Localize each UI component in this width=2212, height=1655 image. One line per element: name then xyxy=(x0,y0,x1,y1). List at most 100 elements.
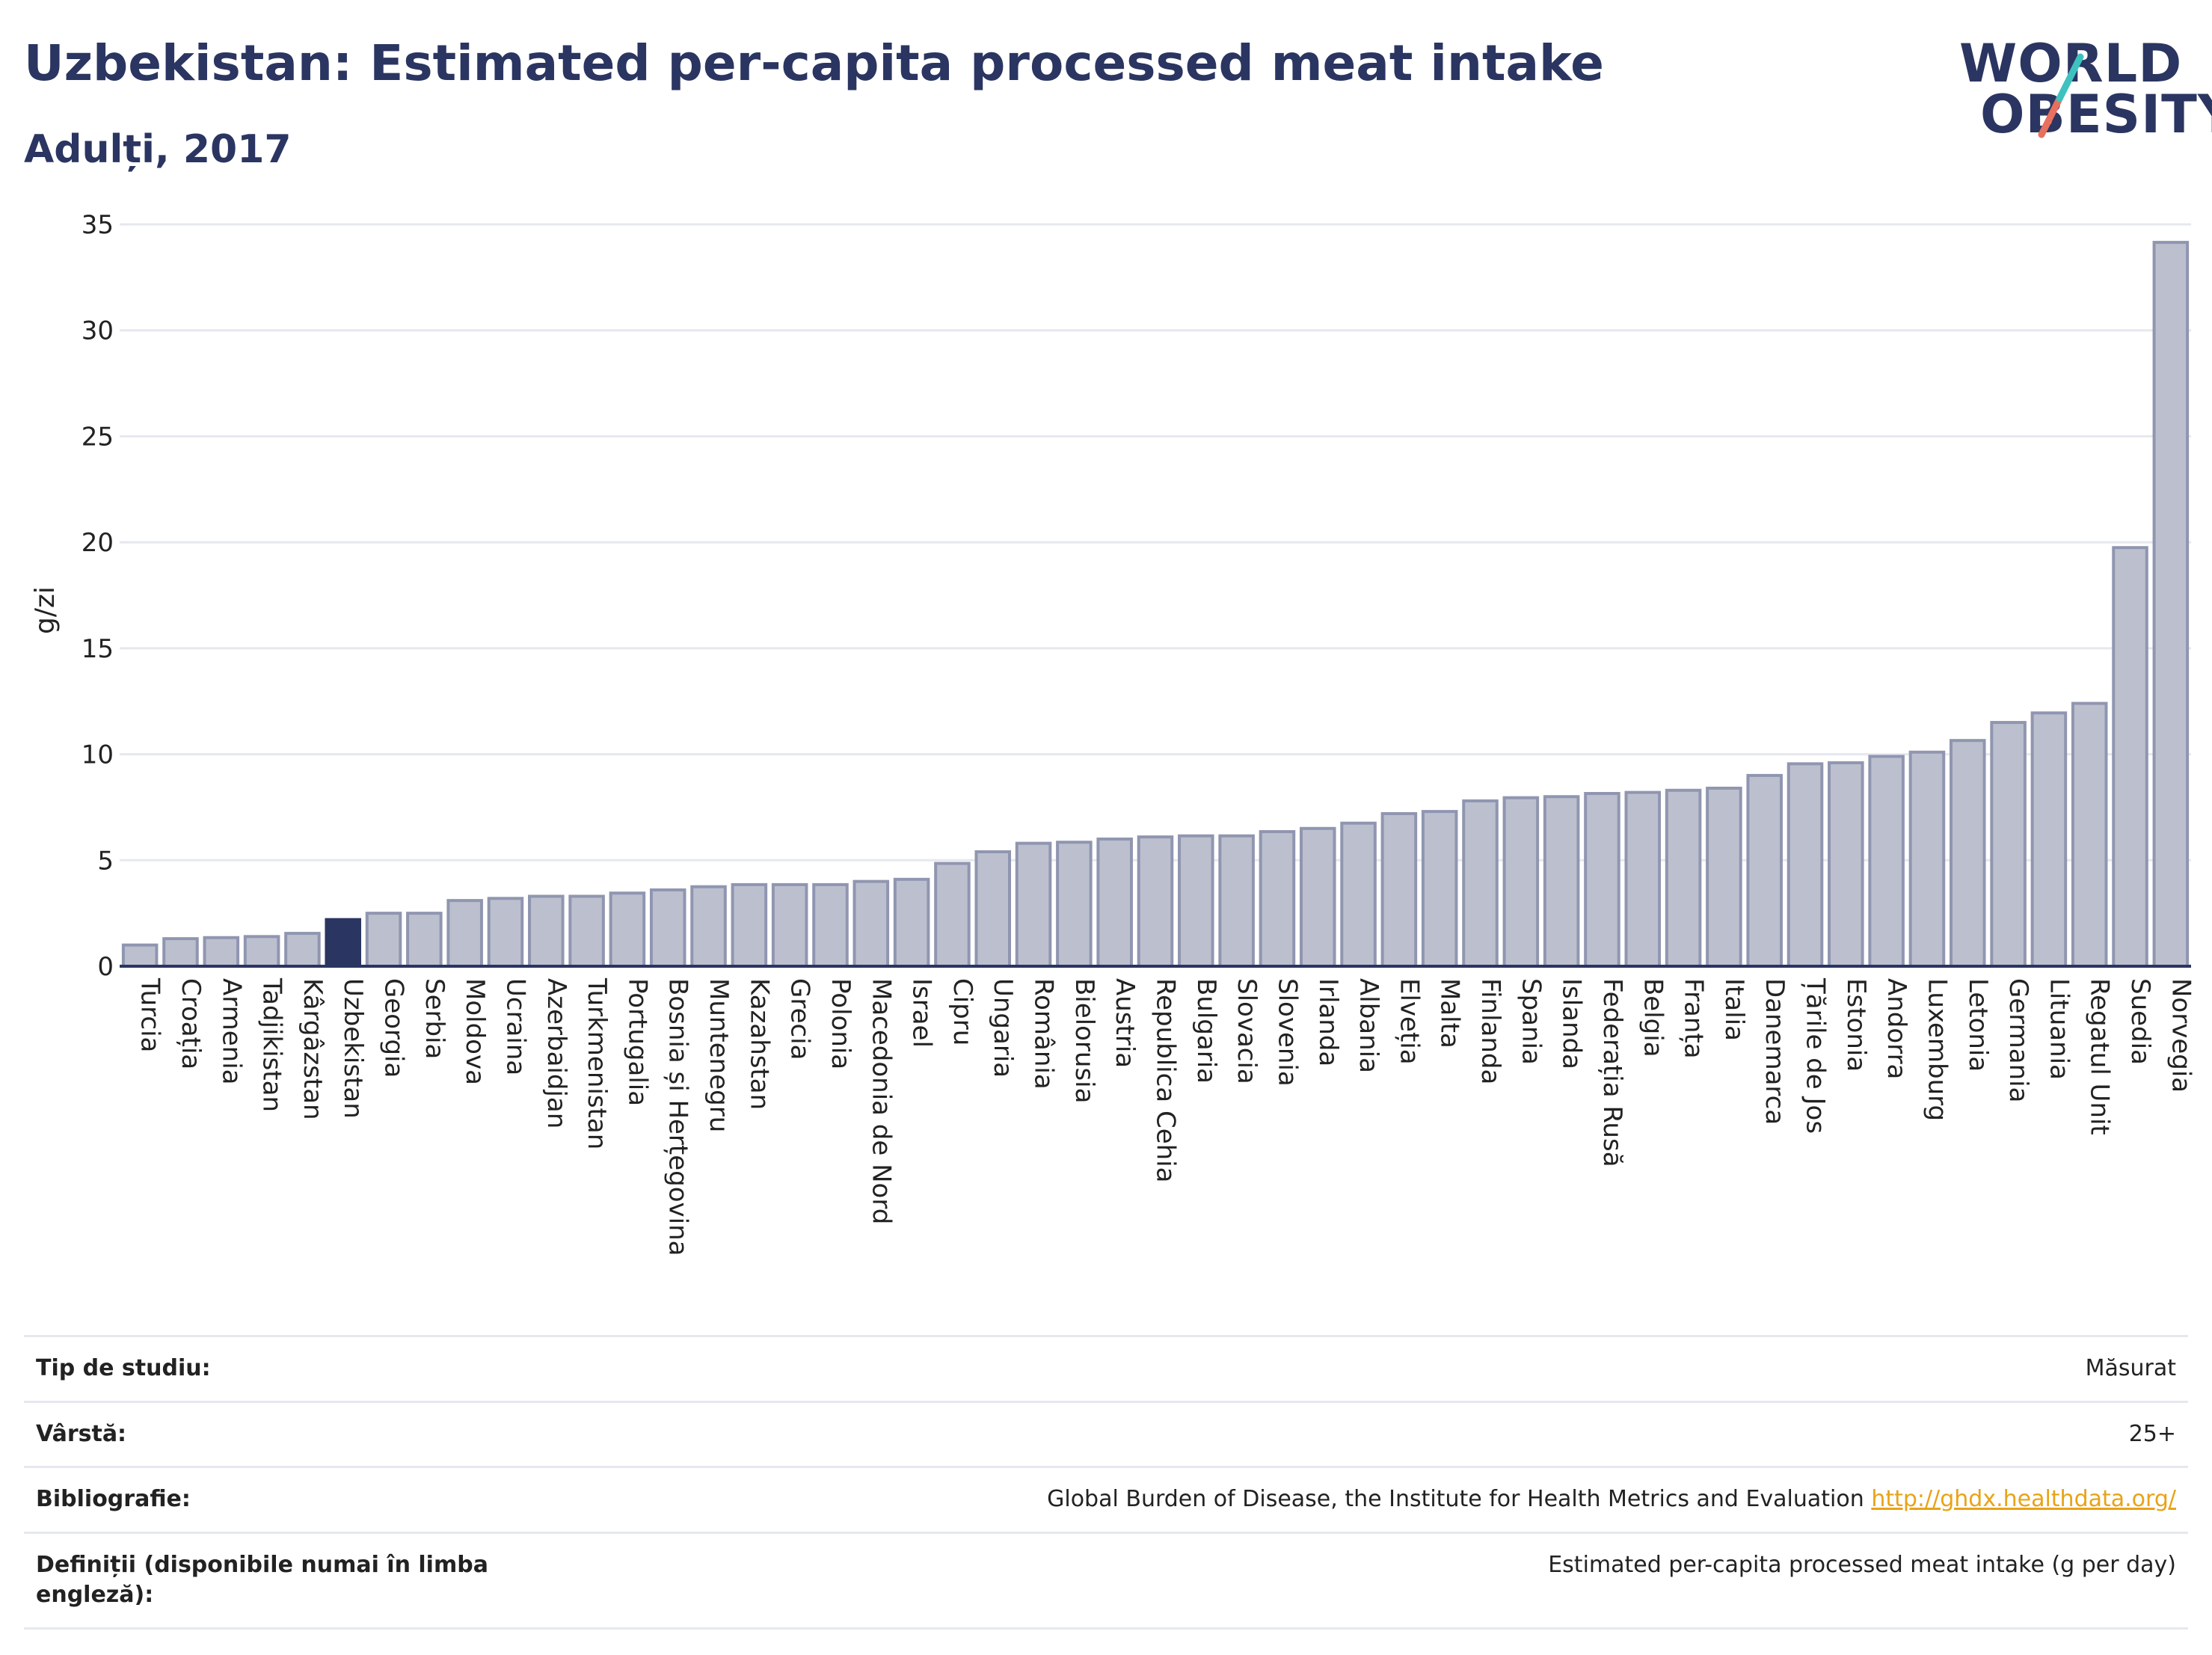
bar--rile-de-jos[interactable] xyxy=(1787,762,1824,968)
x-tick-label: Suedia xyxy=(2125,978,2155,1065)
bar-rom-nia[interactable] xyxy=(1015,841,1052,968)
bar-israel[interactable] xyxy=(893,877,930,968)
info-row-bibliography: Bibliografie: Global Burden of Disease, … xyxy=(24,1466,2188,1532)
x-tick-label: Albania xyxy=(1354,978,1383,1073)
bar-norvegia[interactable] xyxy=(2152,241,2190,968)
y-tick-label: 15 xyxy=(82,634,114,664)
x-tick-label: România xyxy=(1029,978,1059,1090)
bar-bielorusia[interactable] xyxy=(1056,841,1093,968)
bar-irlanda[interactable] xyxy=(1299,826,1336,968)
x-tick-label: Macedonia de Nord xyxy=(866,978,896,1224)
info-row-age: Vârstă: 25+ xyxy=(24,1400,2188,1467)
bar-turcia[interactable] xyxy=(121,943,159,968)
bar-estonia[interactable] xyxy=(1828,761,1864,968)
x-tick-label: Austria xyxy=(1110,978,1140,1068)
bar-lituania[interactable] xyxy=(2030,711,2068,968)
x-tick-label: Finlanda xyxy=(1475,978,1505,1084)
x-tick-label: Regatul Unit xyxy=(2085,978,2115,1135)
info-value: 25+ xyxy=(2128,1420,2176,1447)
bar-islanda[interactable] xyxy=(1543,795,1580,968)
x-tick-label: Bosnia și Herțegovina xyxy=(663,978,693,1256)
bar-spania[interactable] xyxy=(1502,796,1540,968)
chart-subtitle: Adulți, 2017 xyxy=(24,127,292,172)
bar-finlanda[interactable] xyxy=(1462,799,1499,968)
bar-republica-cehia[interactable] xyxy=(1137,835,1174,968)
bar-andorra[interactable] xyxy=(1868,755,1905,968)
bar-serbia[interactable] xyxy=(406,912,443,968)
bar-croa-ia[interactable] xyxy=(162,937,199,968)
source-link[interactable]: http://ghdx.healthdata.org/ xyxy=(1871,1486,2176,1512)
info-key: Vârstă: xyxy=(36,1420,127,1447)
bar-belgia[interactable] xyxy=(1624,790,1662,968)
x-tick-label: Germania xyxy=(2003,978,2033,1102)
world-obesity-logo[interactable]: WORLD OBESITY xyxy=(1959,30,2212,165)
bar-italia[interactable] xyxy=(1706,786,1742,968)
bar-danemarca[interactable] xyxy=(1746,773,1783,968)
info-value: Global Burden of Disease, the Institute … xyxy=(1047,1484,2176,1515)
bar-moldova[interactable] xyxy=(446,899,483,968)
x-tick-label: Federația Rusă xyxy=(1597,978,1627,1167)
bar-regatul-unit[interactable] xyxy=(2071,701,2108,968)
bar-albania[interactable] xyxy=(1340,821,1377,968)
bar-armenia[interactable] xyxy=(203,936,240,968)
bar-grecia[interactable] xyxy=(771,882,808,968)
bar-cipru[interactable] xyxy=(934,862,971,968)
x-tick-label: Armenia xyxy=(216,978,246,1085)
x-tick-label: Israel xyxy=(907,978,937,1048)
y-axis-label: g/zi xyxy=(30,586,61,634)
x-tick-label: Polonia xyxy=(826,978,855,1069)
x-tick-label: Croația xyxy=(176,978,206,1069)
x-tick-label: Luxemburg xyxy=(1922,978,1952,1121)
info-value: Măsurat xyxy=(2085,1355,2176,1381)
bar-muntenegru[interactable] xyxy=(690,885,727,968)
bar-portugalia[interactable] xyxy=(609,891,646,968)
y-tick-label: 30 xyxy=(82,316,114,346)
y-tick-label: 5 xyxy=(97,846,114,876)
bar-macedonia-de-nord[interactable] xyxy=(852,879,890,968)
gridlines xyxy=(120,223,2191,862)
info-row-study-type: Tip de studiu: Măsurat xyxy=(24,1335,2188,1401)
bars xyxy=(121,241,2190,968)
x-tick-label: Turcia xyxy=(135,977,165,1052)
bar-ungaria[interactable] xyxy=(974,850,1012,968)
info-key: Tip de studiu: xyxy=(36,1355,211,1381)
bar-kazahstan[interactable] xyxy=(731,882,768,968)
x-tick-label: Moldova xyxy=(460,978,490,1085)
info-row-definitions: Definiții (disponibile numai în limba en… xyxy=(24,1531,2188,1630)
x-tick-label: Danemarca xyxy=(1760,978,1789,1125)
x-tick-label: Bielorusia xyxy=(1069,978,1099,1103)
y-tick-label: 0 xyxy=(97,952,114,982)
x-tick-label: Uzbekistan xyxy=(338,978,368,1119)
info-key: Definiții (disponibile numai în limba en… xyxy=(36,1551,488,1609)
bar-uzbekistan[interactable] xyxy=(325,918,361,968)
bar-turkmenistan[interactable] xyxy=(568,894,605,968)
bar-elve-ia[interactable] xyxy=(1380,811,1418,968)
logo-slash-icon xyxy=(2038,53,2084,138)
x-tick-label: Grecia xyxy=(785,978,815,1060)
bar-luxemburg[interactable] xyxy=(1908,750,1946,968)
bar-georgia[interactable] xyxy=(365,912,402,968)
bar-tadjikistan[interactable] xyxy=(243,935,280,968)
x-tick-label: Kazahstan xyxy=(744,978,774,1110)
x-tick-label: Estonia xyxy=(1841,978,1871,1072)
x-tick-label: Andorra xyxy=(1881,978,1911,1079)
bar-fran-a[interactable] xyxy=(1665,788,1702,968)
bar-slovacia[interactable] xyxy=(1218,834,1255,968)
bar-ucraina[interactable] xyxy=(487,897,524,968)
bar-slovenia[interactable] xyxy=(1259,830,1296,968)
x-tick-label: Georgia xyxy=(379,978,409,1078)
bar-suedia[interactable] xyxy=(2112,546,2148,968)
bar-austria[interactable] xyxy=(1096,837,1133,968)
bar-malta[interactable] xyxy=(1421,810,1458,968)
x-tick-label: Spania xyxy=(1516,978,1546,1065)
bar-germania[interactable] xyxy=(1990,721,2027,968)
bar-bulgaria[interactable] xyxy=(1178,834,1214,968)
bar-letonia[interactable] xyxy=(1950,739,1986,968)
bibliography-text: Global Burden of Disease, the Institute … xyxy=(1047,1486,1864,1512)
y-tick-label: 20 xyxy=(82,528,114,558)
bar-k-rg-zstan[interactable] xyxy=(284,932,321,968)
bar-federa-ia-rus-[interactable] xyxy=(1584,792,1620,968)
bar-bosnia-i-her-egovina[interactable] xyxy=(649,888,686,968)
bar-polonia[interactable] xyxy=(812,882,849,968)
bar-azerbaidjan[interactable] xyxy=(528,894,565,968)
